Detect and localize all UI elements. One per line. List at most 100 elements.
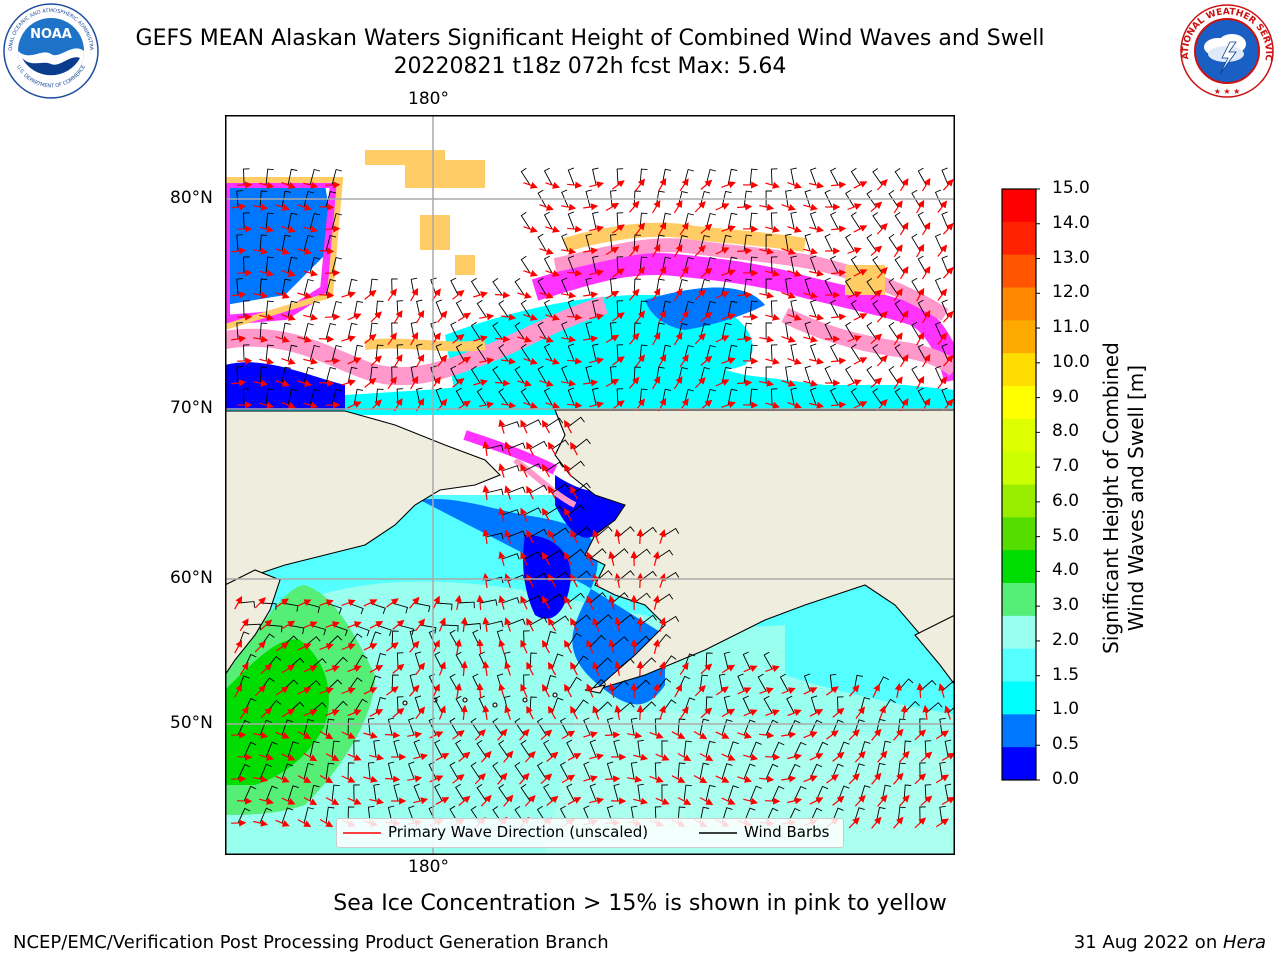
wind-barb — [287, 785, 299, 802]
wind-barb — [536, 717, 547, 736]
wind-barb — [545, 549, 564, 560]
wind-barb — [309, 784, 320, 802]
colorbar-title: Significant Height of Combined Wind Wave… — [1099, 298, 1149, 698]
wind-barb — [917, 211, 927, 230]
wind-barb — [705, 784, 716, 802]
wave-arrow — [524, 751, 536, 763]
wave-arrow — [275, 247, 290, 255]
wind-barb — [613, 783, 620, 802]
wind-barb — [606, 717, 614, 736]
wave-arrow — [583, 247, 599, 255]
wave-arrow — [872, 683, 880, 698]
wave-arrow — [325, 797, 340, 805]
wind-barb — [677, 762, 686, 780]
wave-legend-label: Primary Wave Direction (unscaled) — [388, 823, 649, 841]
wave-arrow — [526, 661, 534, 676]
wave-arrow — [900, 704, 908, 721]
wind-barb — [543, 739, 553, 758]
wave-arrow — [231, 335, 247, 343]
wave-arrow — [677, 753, 692, 761]
wave-arrow — [539, 379, 554, 387]
wind-barb — [661, 784, 668, 802]
wave-arrow — [542, 595, 551, 610]
wave-arrow — [570, 529, 578, 544]
wave-arrow — [809, 225, 825, 233]
wind-barb — [573, 526, 591, 538]
wind-barb — [785, 321, 792, 340]
wind-barb — [585, 277, 592, 296]
lat-label-80: 80°N — [170, 188, 213, 208]
wind-barb — [611, 636, 629, 648]
wind-barb — [566, 783, 575, 802]
wave-arrow — [854, 751, 866, 763]
wind-barb — [616, 300, 624, 318]
wind-barb — [243, 785, 257, 802]
wave-arrow — [893, 772, 904, 785]
wave-arrow — [482, 484, 490, 500]
wind-barb — [520, 343, 531, 362]
wave-arrow — [517, 335, 532, 343]
wave-arrow — [474, 729, 486, 741]
wave-arrow — [651, 243, 661, 258]
wave-arrow — [787, 357, 802, 365]
wave-arrow — [899, 178, 909, 192]
wave-arrow — [523, 401, 538, 409]
wind-barb — [573, 438, 591, 450]
wind-barb — [265, 168, 274, 186]
wind-barb — [243, 741, 257, 758]
wind-barb — [369, 366, 378, 384]
wind-barb — [639, 526, 657, 538]
wave-arrow — [941, 796, 955, 806]
wave-arrow — [743, 709, 758, 717]
wind-barb — [677, 718, 686, 736]
wave-arrow — [409, 640, 420, 653]
wave-arrow — [409, 684, 420, 697]
wave-arrow — [759, 687, 774, 695]
wave-arrow — [517, 291, 532, 299]
wave-arrow — [921, 309, 931, 324]
wave-arrow — [415, 706, 426, 719]
wave-arrow — [561, 291, 577, 299]
wind-barb — [331, 656, 348, 670]
wind-barb — [595, 701, 613, 714]
wind-barb — [455, 387, 465, 406]
wave-arrow — [504, 705, 512, 720]
footer-credit: NCEP/EMC/Verification Post Processing Pr… — [13, 932, 609, 953]
wave-arrow — [916, 287, 925, 302]
wave-arrow — [482, 704, 490, 720]
wave-arrow — [437, 354, 448, 367]
wave-arrow — [520, 639, 528, 654]
wave-arrow — [694, 377, 706, 389]
wave-arrow — [498, 683, 506, 698]
colorbar-segment — [1002, 615, 1036, 650]
wind-barb — [259, 322, 268, 340]
wave-arrow — [319, 818, 334, 828]
wave-arrow — [635, 222, 646, 235]
wave-arrow — [253, 335, 269, 343]
wind-barb — [585, 365, 592, 384]
wind-barb — [677, 806, 686, 824]
wave-arrow — [260, 707, 273, 719]
wave-arrow — [438, 661, 446, 676]
wave-arrow — [781, 247, 796, 255]
wind-barb — [809, 387, 817, 406]
wind-barb — [639, 657, 657, 670]
wind-barb — [866, 366, 877, 384]
wave-arrow — [809, 797, 824, 805]
wave-arrow — [303, 401, 319, 409]
wind-barb — [309, 212, 321, 230]
wave-arrow — [612, 268, 625, 278]
wind-barb — [485, 532, 504, 540]
wave-arrow — [589, 225, 605, 233]
wave-arrow — [341, 731, 356, 739]
wave-arrow — [629, 244, 640, 257]
wind-barb — [243, 256, 250, 274]
wind-barb — [583, 761, 591, 780]
wave-arrow — [721, 225, 736, 233]
wind-barb — [573, 570, 591, 582]
wave-arrow — [809, 401, 825, 409]
wave-arrow — [787, 269, 802, 277]
wind-barb — [790, 387, 797, 406]
wind-barb — [888, 234, 899, 252]
wind-barb — [566, 739, 575, 758]
